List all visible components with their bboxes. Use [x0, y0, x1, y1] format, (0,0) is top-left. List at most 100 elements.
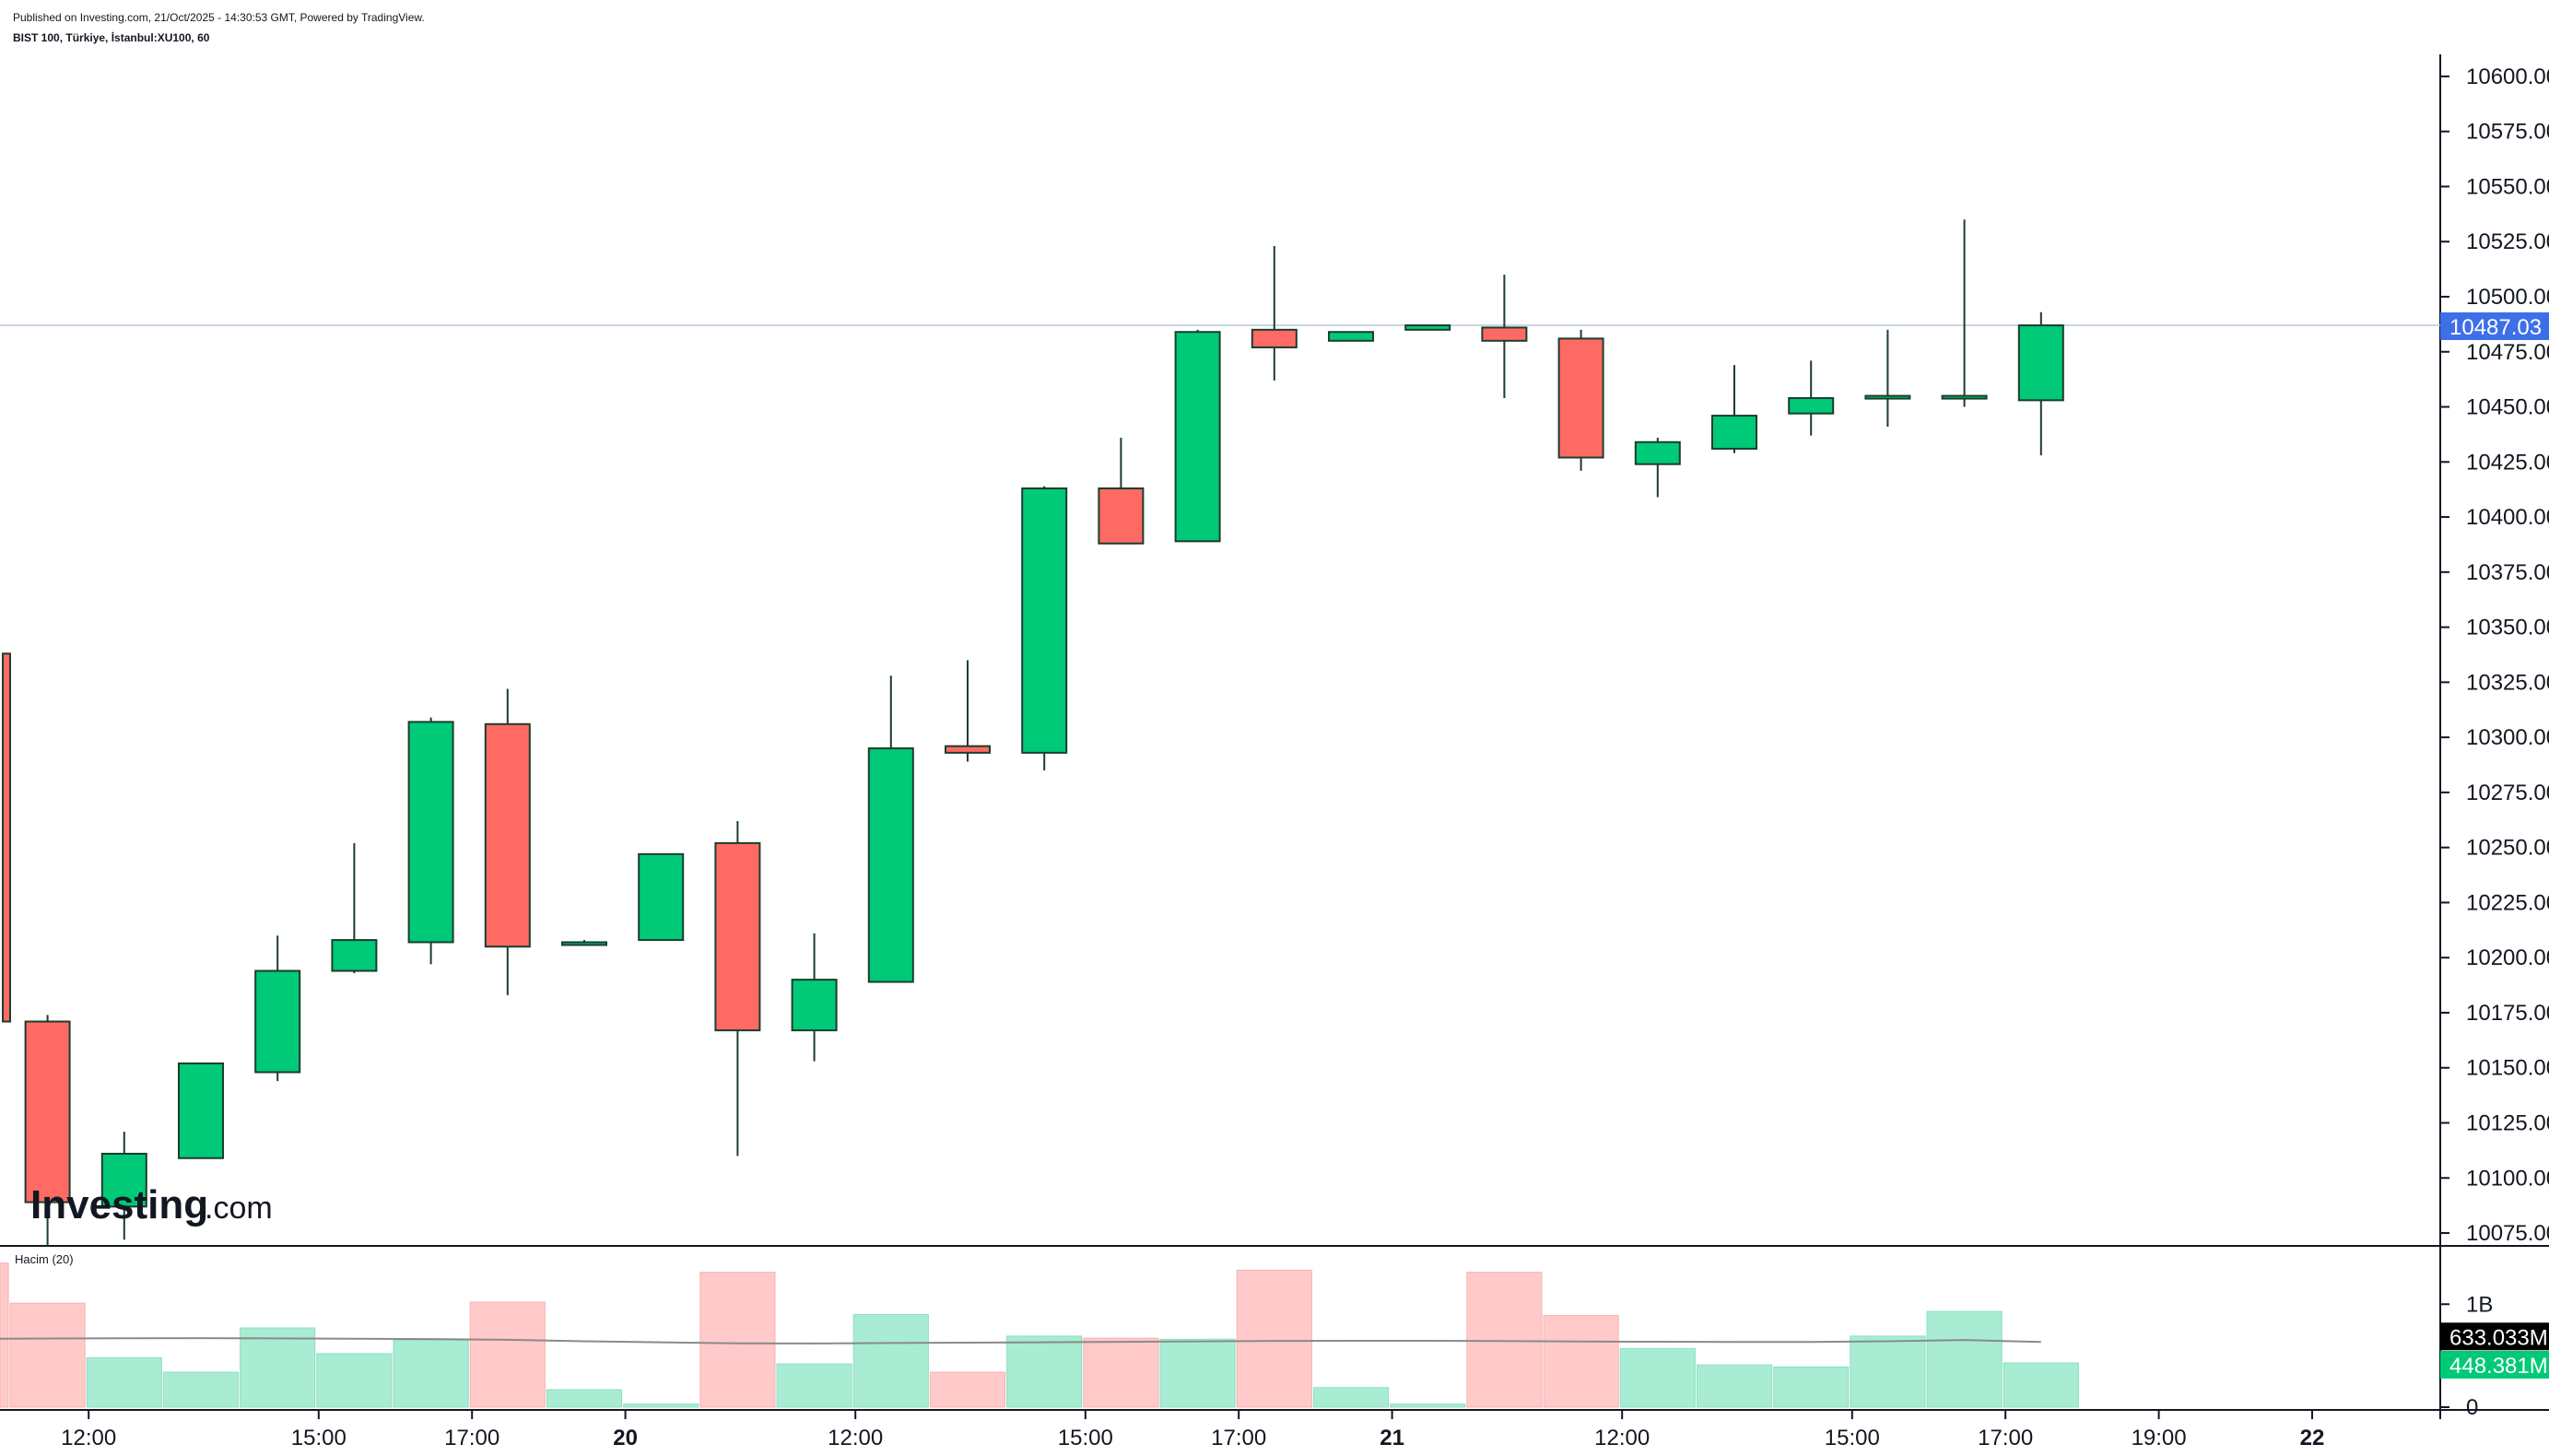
- candle-8: [561, 940, 607, 946]
- candle-body: [1864, 394, 1911, 400]
- candle-19: [1404, 324, 1451, 331]
- candle-23: [1711, 365, 1757, 453]
- volume-bar-14: [1006, 1335, 1083, 1408]
- candle-body: [1328, 331, 1374, 342]
- price-tick-label: 10075.00: [2466, 1221, 2549, 1246]
- candle-10: [714, 820, 761, 1157]
- candle-body: [1941, 394, 1988, 400]
- time-tick-label: 15:00: [1058, 1426, 1113, 1450]
- candle-24: [1788, 360, 1835, 436]
- time-tick-label: 15:00: [1825, 1426, 1880, 1450]
- price-tick-label: 10275.00: [2466, 781, 2549, 805]
- candle-body: [331, 939, 378, 972]
- candle-12: [867, 675, 914, 983]
- candle-body: [2017, 324, 2064, 402]
- candle-2: [100, 1132, 147, 1240]
- candle-7: [484, 688, 531, 995]
- volume-last-label-text: 448.381M: [2449, 1354, 2548, 1379]
- volume-axis: 1B 0: [2440, 1292, 2493, 1420]
- candle-body: [1481, 326, 1528, 342]
- symbol-title: BIST 100, Türkiye, İstanbul:XU100, 60: [13, 31, 210, 44]
- candle-body: [1788, 396, 1835, 415]
- candle-body: [1174, 331, 1221, 543]
- logo-brand: Investing: [30, 1182, 208, 1227]
- candle-body: [407, 721, 454, 944]
- candle-22: [1634, 437, 1681, 498]
- price-tick-label: 10150.00: [2466, 1056, 2549, 1081]
- candle-body: [24, 1020, 71, 1204]
- candle-body: [1404, 324, 1451, 331]
- chart-header: Published on Investing.com, 21/Oct/2025 …: [13, 7, 425, 48]
- last-price-label-bg: [2440, 311, 2549, 340]
- candle-27: [2017, 311, 2064, 456]
- candle-body: [867, 747, 914, 983]
- volume-bar-23: [1696, 1364, 1773, 1408]
- volume-bar-18: [1312, 1387, 1390, 1408]
- volume-bar-10: [699, 1272, 776, 1408]
- volume-tick-label: 0: [2466, 1395, 2478, 1420]
- volume-last-label: 448.381M: [2440, 1350, 2549, 1379]
- volume-tick-label: 1B: [2466, 1292, 2493, 1317]
- candle-5: [331, 842, 378, 973]
- candle-26: [1941, 219, 1988, 407]
- price-tick-label: 10550.00: [2466, 174, 2549, 199]
- volume-bar-21: [1543, 1315, 1619, 1408]
- price-tick-label: 10175.00: [2466, 1001, 2549, 1026]
- candle-body: [561, 941, 607, 946]
- candle-body: [484, 722, 531, 948]
- time-tick-label: 17:00: [1978, 1426, 2033, 1450]
- time-tick-label: 21: [1380, 1426, 1404, 1450]
- price-tick-label: 10300.00: [2466, 725, 2549, 750]
- time-tick-label: 19:00: [2132, 1426, 2187, 1450]
- price-tick-label: 10200.00: [2466, 945, 2549, 970]
- volume-bar-6: [393, 1339, 469, 1408]
- volume-bar-8: [546, 1389, 623, 1408]
- candle-body: [714, 841, 761, 1032]
- volume-legend: Hacim (20): [15, 1252, 74, 1266]
- volume-bar-2: [86, 1356, 162, 1408]
- candle-21: [1557, 329, 1604, 471]
- time-tick-label: 15:00: [291, 1426, 347, 1450]
- axis-price-labels: 10487.03 633.033M 448.381M: [2440, 311, 2549, 1379]
- candle-13: [945, 660, 991, 762]
- price-tick-label: 10450.00: [2466, 395, 2549, 420]
- candles: [2, 219, 2064, 1247]
- time-tick-label: 17:00: [444, 1426, 499, 1450]
- candle-body: [1634, 440, 1681, 465]
- volume-ma-label: 633.033M: [2440, 1322, 2549, 1351]
- volume-bar-17: [1236, 1269, 1312, 1408]
- volume-ma-label-text: 633.033M: [2449, 1325, 2548, 1350]
- candle-body: [1098, 487, 1145, 545]
- candle-body: [638, 852, 685, 942]
- candle-14: [1021, 486, 1068, 770]
- time-tick-label: 12:00: [61, 1426, 116, 1450]
- candle-body: [1021, 487, 1068, 754]
- candle-body: [100, 1152, 147, 1208]
- volume-bar-12: [852, 1313, 929, 1408]
- candle-20: [1481, 275, 1528, 398]
- candle-15: [1098, 437, 1145, 545]
- candle-9: [638, 852, 685, 942]
- candle-body: [254, 969, 301, 1074]
- candle-body: [1557, 337, 1604, 459]
- time-tick-label: 20: [613, 1426, 638, 1450]
- volume-bar-9: [623, 1403, 699, 1408]
- volume-bar-3: [162, 1371, 240, 1408]
- price-axis: 10600.00 10575.00 10550.00 10525.00 10500.00…: [2440, 65, 2549, 1246]
- volume-last-label-bg: [2440, 1350, 2549, 1379]
- candle-body: [791, 979, 838, 1032]
- volume-bar-25: [1850, 1335, 1926, 1408]
- price-tick-label: 10325.00: [2466, 670, 2549, 695]
- candle-1: [24, 1015, 71, 1247]
- candle-25: [1864, 329, 1911, 428]
- published-note: Published on Investing.com, 21/Oct/2025 …: [13, 11, 425, 24]
- volume-bar-7: [469, 1301, 546, 1408]
- candle-body: [1711, 415, 1757, 450]
- volume-bar-1: [9, 1302, 86, 1408]
- volume-bar-19: [1390, 1403, 1466, 1408]
- volume-bar-27: [2003, 1362, 2079, 1408]
- volume-bar-13: [929, 1371, 1006, 1408]
- price-tick-label: 10500.00: [2466, 285, 2549, 310]
- time-tick-label: 22: [2300, 1426, 2325, 1450]
